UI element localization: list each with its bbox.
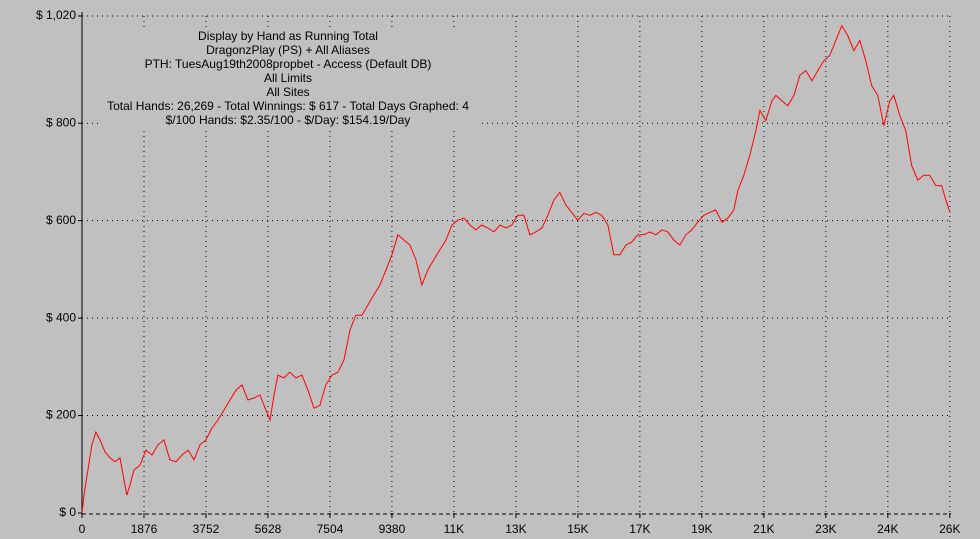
y-tick-label: $ 800 bbox=[46, 115, 76, 129]
annotation: All Sites bbox=[266, 85, 309, 99]
x-tick-label: 0 bbox=[79, 522, 86, 536]
x-tick-label: 17K bbox=[629, 522, 650, 536]
y-tick-label: $ 0 bbox=[59, 505, 76, 519]
y-tick-label: $ 200 bbox=[46, 408, 76, 422]
x-tick-label: 15K bbox=[567, 522, 588, 536]
x-tick-label: 7504 bbox=[317, 522, 344, 536]
x-tick-label: 11K bbox=[444, 522, 464, 536]
annotation: All Limits bbox=[264, 71, 312, 85]
line-series bbox=[81, 24, 951, 514]
x-tick-label: 13K bbox=[505, 522, 526, 536]
y-tick-label: $ 400 bbox=[46, 310, 76, 324]
x-tick-label: 3752 bbox=[193, 522, 220, 536]
x-tick-label: 5628 bbox=[255, 522, 282, 536]
x-tick-label: 21K bbox=[753, 522, 774, 536]
x-tick-label: 26K bbox=[939, 522, 960, 536]
annotation-background bbox=[100, 28, 478, 130]
y-tick-label: $ 600 bbox=[46, 213, 76, 227]
annotation: $/100 Hands: $2.35/100 - $/Day: $154.19/… bbox=[166, 113, 411, 127]
annotation: PTH: TuesAug19th2008propbet - Access (De… bbox=[145, 57, 432, 71]
x-tick-label: 19K bbox=[691, 522, 712, 536]
x-tick-label: 23K bbox=[815, 522, 836, 536]
annotation: DragonzPlay (PS) + All Aliases bbox=[206, 43, 370, 57]
x-tick-label: 1876 bbox=[131, 522, 158, 536]
annotation: Total Hands: 26,269 - Total Winnings: $ … bbox=[107, 99, 469, 113]
y-tick-label: $ 1,020 bbox=[36, 8, 76, 22]
x-tick-label: 9380 bbox=[379, 522, 406, 536]
annotation: Display by Hand as Running Total bbox=[198, 29, 378, 43]
x-tick-label: 24K bbox=[877, 522, 898, 536]
